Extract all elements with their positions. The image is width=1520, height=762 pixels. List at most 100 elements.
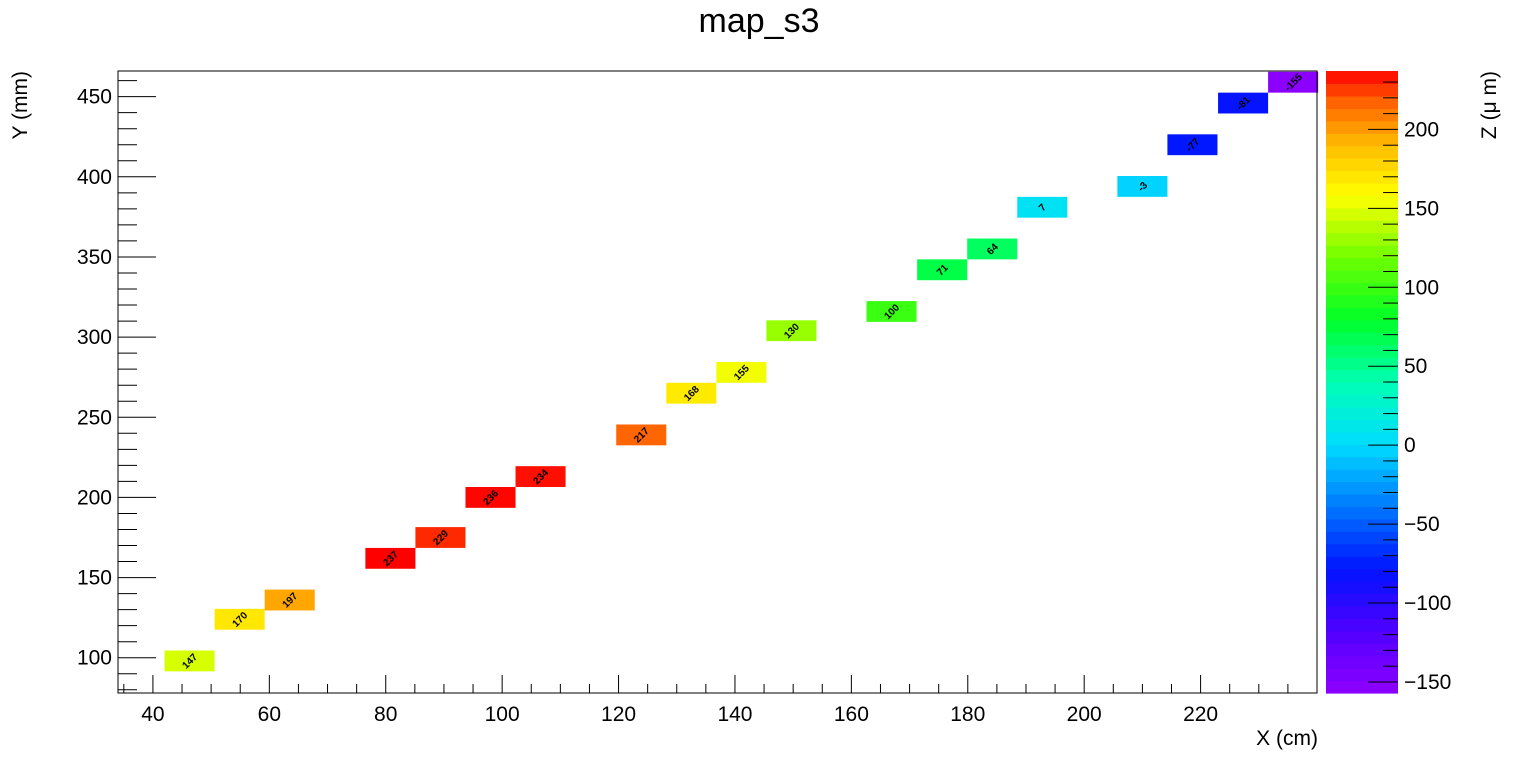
colorbar-segment: [1326, 332, 1398, 346]
colorbar-tick-label: 100: [1404, 276, 1439, 299]
colorbar-segment: [1326, 357, 1398, 371]
colorbar-segment: [1326, 680, 1398, 694]
colorbar-segment: [1326, 120, 1398, 134]
x-tick-label: 220: [1183, 703, 1218, 726]
colorbar-segment: [1326, 506, 1398, 520]
y-axis: 100 150 200 250 300 350 400 450: [77, 80, 156, 691]
colorbar-segment: [1326, 431, 1398, 445]
y-tick-label: 350: [77, 246, 112, 269]
colorbar-tick-label: −150: [1404, 671, 1451, 694]
colorbar-segment: [1326, 568, 1398, 582]
x-tick-label: 180: [950, 703, 985, 726]
chart-title: map_s3: [699, 2, 820, 40]
colorbar-segment: [1326, 419, 1398, 433]
y-axis-title: Y (mm): [9, 71, 32, 139]
y-tick-label: 250: [77, 406, 112, 429]
colorbar-segment: [1326, 207, 1398, 221]
plot-frame: [117, 70, 1318, 694]
colorbar-segment: [1326, 593, 1398, 607]
heatmap-cell: [264, 589, 315, 611]
colorbar-segment: [1326, 245, 1398, 259]
colorbar-tick-label: 150: [1404, 197, 1439, 220]
colorbar-segment: [1326, 630, 1398, 644]
colorbar-segment: [1326, 95, 1398, 109]
colorbar-segment: [1326, 493, 1398, 507]
colorbar-segment: [1326, 556, 1398, 570]
x-axis-title: X (cm): [1256, 727, 1318, 750]
colorbar-segment: [1326, 282, 1398, 296]
y-tick-label: 300: [77, 326, 112, 349]
colorbar-title: Z (μ m): [1478, 71, 1501, 139]
colorbar-segment: [1326, 655, 1398, 669]
colorbar-segment: [1326, 581, 1398, 595]
x-tick-label: 140: [717, 703, 752, 726]
heatmap-cell: [465, 487, 516, 508]
colorbar-segment: [1326, 182, 1398, 196]
colorbar-segment: [1326, 618, 1398, 632]
y-tick-label: 100: [77, 647, 112, 670]
x-tick-label: 120: [601, 703, 636, 726]
y-tick-label: 400: [77, 166, 112, 189]
heatmap-cell: [365, 547, 416, 569]
colorbar-segment: [1326, 71, 1398, 85]
x-tick-label: 40: [141, 703, 164, 726]
colorbar-segment: [1326, 382, 1398, 396]
colorbar-segment: [1326, 605, 1398, 619]
heatmap-cell: [164, 650, 215, 672]
colorbar-tick-label: −50: [1404, 513, 1440, 536]
x-tick-label: 200: [1067, 703, 1102, 726]
colorbar-segment: [1326, 543, 1398, 557]
heatmap-cell: [1218, 92, 1269, 114]
colorbar-segment: [1326, 406, 1398, 420]
colorbar-segment: [1326, 145, 1398, 159]
heatmap-cell: [1268, 71, 1319, 93]
colorbar-segment: [1326, 394, 1398, 408]
heatmap-cell: [766, 320, 817, 342]
colorbar: −150 −100 −50 0 50 100 150 200: [1326, 71, 1451, 694]
colorbar-segment: [1326, 319, 1398, 333]
colorbar-segment: [1326, 344, 1398, 358]
colorbar-segment: [1326, 170, 1398, 184]
x-tick-label: 160: [834, 703, 869, 726]
colorbar-tick-label: 50: [1404, 355, 1427, 378]
colorbar-tick-label: −100: [1404, 592, 1451, 615]
heatmap-cells: 1471701972372292362342171681551301007164…: [164, 71, 1319, 672]
colorbar-segment: [1326, 444, 1398, 458]
heatmap-cell: [1167, 134, 1218, 156]
colorbar-segment: [1326, 369, 1398, 383]
colorbar-segment: [1326, 531, 1398, 545]
heatmap-cell: [716, 361, 767, 383]
colorbar-segment: [1326, 643, 1398, 657]
colorbar-tick-label: 0: [1404, 434, 1416, 457]
heatmap-cell: [866, 301, 917, 322]
x-tick-label: 60: [258, 703, 281, 726]
colorbar-segment: [1326, 232, 1398, 246]
colorbar-segment: [1326, 83, 1398, 97]
heatmap-cell: [967, 238, 1018, 260]
colorbar-segment: [1326, 257, 1398, 271]
heatmap-cell: [616, 424, 667, 446]
heatmap-cell: [917, 259, 968, 281]
heatmap-cell: [666, 382, 717, 404]
colorbar-segment: [1326, 108, 1398, 122]
colorbar-segment: [1326, 307, 1398, 321]
colorbar-segment: [1326, 518, 1398, 532]
colorbar-segment: [1326, 481, 1398, 495]
colorbar-segment: [1326, 294, 1398, 308]
colorbar-segment: [1326, 195, 1398, 209]
heatmap-cell: [515, 466, 566, 488]
heatmap-cell: [1017, 196, 1068, 218]
y-tick-label: 150: [77, 567, 112, 590]
x-tick-label: 100: [485, 703, 520, 726]
x-axis: 40 60 80 100 120 140 160 180 200 220: [123, 675, 1289, 726]
colorbar-tick-label: 200: [1404, 118, 1439, 141]
x-tick-label: 80: [374, 703, 397, 726]
colorbar-segment: [1326, 668, 1398, 682]
colorbar-segment: [1326, 456, 1398, 470]
y-tick-label: 450: [77, 86, 112, 109]
colorbar-segment: [1326, 133, 1398, 147]
colorbar-segment: [1326, 158, 1398, 172]
heatmap-cell: [214, 608, 265, 630]
heatmap-cell: [1117, 176, 1168, 197]
